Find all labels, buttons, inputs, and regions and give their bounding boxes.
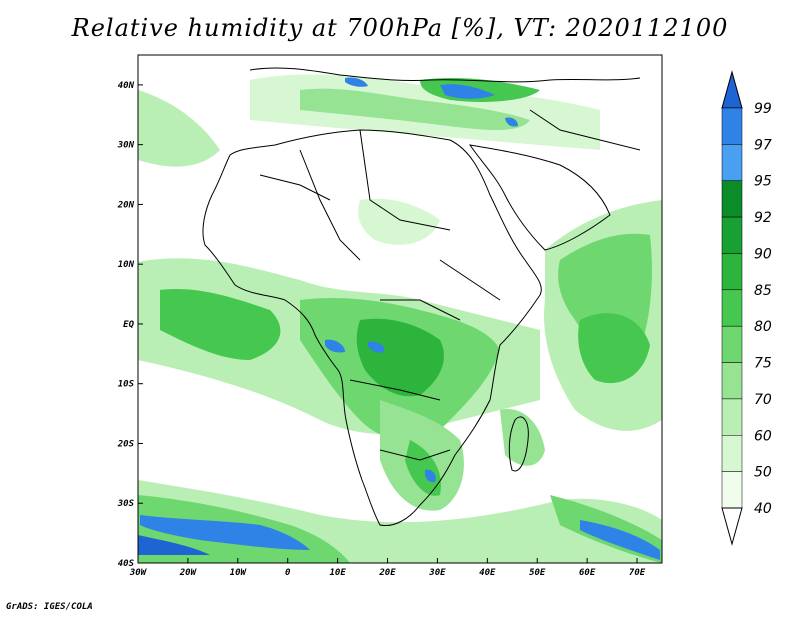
saturated-congo (325, 339, 345, 353)
country-border-7 (439, 259, 501, 301)
colorbar-level-label: 95 (754, 174, 772, 190)
colorbar-top-arrow (721, 70, 743, 109)
colorbar-level-label: 99 (754, 101, 772, 117)
lat-tick-label: 40S (118, 559, 135, 569)
moist-med-core (300, 88, 530, 130)
lat-tick-label: 10S (118, 380, 135, 390)
country-border-1 (299, 149, 361, 261)
lat-tick-label: 10N (118, 260, 135, 270)
lon-tick-label: 50E (529, 568, 546, 578)
lat-tick-label: EQ (123, 320, 134, 330)
saturated-turkey (440, 84, 495, 99)
colorbar-bottom-arrow (721, 507, 743, 546)
colorbar-swatch (721, 253, 743, 291)
country-border-8 (529, 109, 641, 151)
moist-north-central (358, 198, 440, 245)
lat-tick-label: 40N (118, 81, 135, 91)
madagascar-coastline (508, 416, 529, 472)
colorbar-level-label: 40 (754, 501, 772, 517)
lat-tick-label: 20S (117, 439, 135, 449)
longitude-axis: 30W 20W 10W 0 10E 20E 30E 40E 50E 60E 70E (129, 558, 646, 578)
lon-tick-label: 20W (179, 568, 198, 578)
colorbar-swatch (721, 325, 743, 363)
lon-tick-label: 40E (479, 568, 496, 578)
saturated-arabia (505, 117, 518, 127)
country-border-4 (380, 299, 461, 321)
humidity-field (138, 55, 662, 563)
colorbar-swatch (721, 398, 743, 436)
country-border-3 (259, 174, 331, 201)
colorbar-level-label: 50 (754, 465, 772, 481)
lon-tick-label: 60E (579, 568, 596, 578)
country-border-6 (379, 449, 451, 461)
lon-tick-label: 30E (428, 568, 446, 578)
plot-frame (137, 54, 663, 564)
colorbar-swatch (721, 180, 743, 218)
africa-coastline (202, 129, 542, 527)
colorbar-swatch (721, 471, 743, 509)
moist-atlantic-north (138, 90, 220, 167)
country-border-2 (359, 129, 451, 231)
lon-tick-label: 0 (285, 568, 291, 578)
colorbar-level-label: 85 (754, 283, 772, 299)
lon-tick-label: 20E (378, 568, 396, 578)
lat-tick-label: 20N (117, 200, 135, 210)
lat-tick-label: 30S (117, 499, 135, 509)
saturated-southern-west (140, 515, 310, 550)
lon-tick-label: 70E (629, 568, 646, 578)
europe-coastline (249, 67, 641, 83)
lon-tick-label: 10E (329, 568, 346, 578)
moist-madagascar (500, 409, 545, 466)
saturated-balkans (345, 77, 368, 87)
colorbar-swatch (721, 144, 743, 181)
country-border-5 (349, 379, 441, 401)
lon-tick-label: 30W (129, 568, 148, 578)
saturated-mozambique (424, 469, 436, 483)
saturated-southern-east (580, 520, 660, 560)
grads-credit: GrADS: IGES/COLA (6, 602, 93, 612)
colorbar-level-label: 60 (754, 428, 772, 444)
lat-tick-label: 30N (117, 141, 135, 151)
saturated-southern-southwest (138, 535, 210, 555)
lon-tick-label: 10W (230, 568, 248, 578)
latitude-axis: 40N 30N 20N 10N EQ 10S 20S 30S 40S (117, 81, 143, 569)
colorbar-swatch (721, 216, 743, 254)
map-title: Relative humidity at 700hPa [%], VT: 202… (71, 14, 729, 42)
moist-core-congo (356, 318, 444, 397)
coastlines (202, 67, 641, 527)
colorbar-swatch (721, 289, 743, 327)
colorbar-swatch (721, 107, 743, 145)
colorbar: 99 97 95 92 90 85 80 75 70 60 50 40 (721, 70, 772, 546)
colorbar-swatch (721, 435, 743, 472)
moist-indian-swirl (578, 313, 650, 384)
colorbar-level-label: 80 (754, 319, 772, 335)
arabia-coastline (468, 144, 611, 251)
colorbar-level-label: 75 (754, 356, 772, 372)
colorbar-level-label: 97 (754, 137, 772, 153)
moist-west-africa (160, 289, 281, 360)
colorbar-level-label: 90 (754, 246, 772, 262)
saturated-congo-east (368, 341, 385, 353)
colorbar-level-label: 70 (754, 392, 772, 408)
colorbar-level-label: 92 (754, 210, 772, 226)
colorbar-swatch (721, 362, 743, 400)
